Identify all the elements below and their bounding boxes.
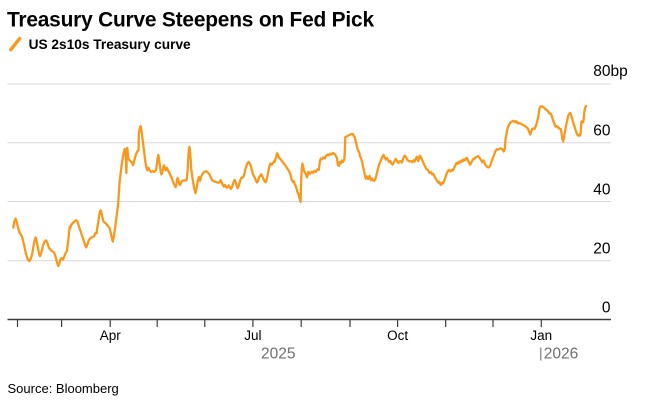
- svg-text:80: 80: [593, 63, 611, 80]
- svg-text:bp: bp: [611, 63, 628, 80]
- svg-text:Jan: Jan: [530, 328, 552, 343]
- svg-text:2025: 2025: [261, 345, 295, 362]
- svg-text:0: 0: [602, 299, 611, 316]
- svg-text:60: 60: [593, 123, 611, 140]
- svg-text:40: 40: [593, 181, 611, 198]
- svg-text:Jul: Jul: [244, 328, 261, 343]
- svg-text:20: 20: [593, 241, 611, 258]
- svg-text:Source: Bloomberg: Source: Bloomberg: [8, 381, 119, 396]
- svg-text:Treasury Curve Steepens on Fed: Treasury Curve Steepens on Fed Pick: [7, 8, 374, 31]
- svg-text:Oct: Oct: [387, 328, 408, 343]
- svg-text:Apr: Apr: [100, 328, 122, 343]
- svg-text:2026: 2026: [544, 345, 578, 362]
- svg-text:US 2s10s Treasury curve: US 2s10s Treasury curve: [29, 37, 191, 52]
